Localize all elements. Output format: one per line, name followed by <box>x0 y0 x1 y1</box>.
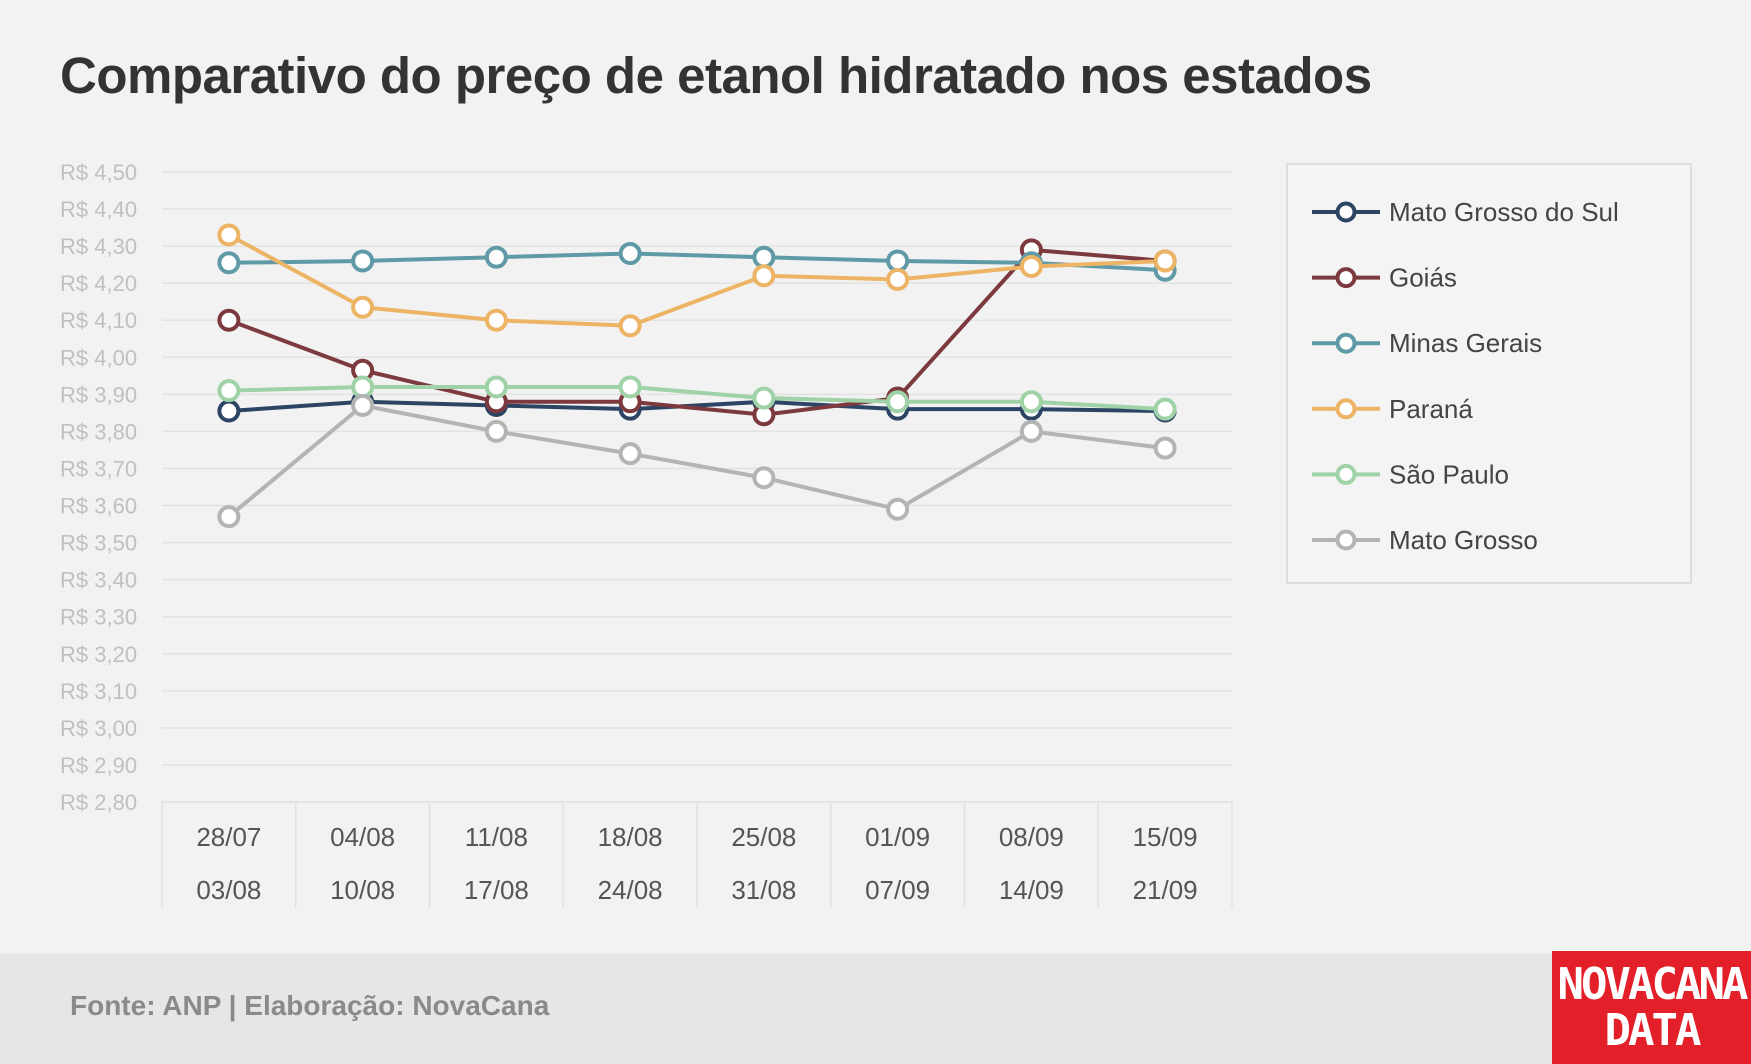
series-line <box>227 233 1166 328</box>
logo-line-2: DATA <box>1604 1004 1702 1056</box>
data-point <box>351 393 375 417</box>
series-line <box>227 403 1166 519</box>
data-point <box>351 295 375 319</box>
legend-swatch-marker <box>1335 529 1357 551</box>
y-tick-label: R$ 3,80 <box>60 419 137 444</box>
data-point <box>1019 390 1043 414</box>
y-tick-label: R$ 3,10 <box>60 679 137 704</box>
data-point <box>618 375 642 399</box>
data-point <box>618 242 642 266</box>
series-line <box>228 247 1166 417</box>
series-line <box>228 399 1166 414</box>
data-point <box>351 375 375 399</box>
legend-swatch-marker <box>1335 332 1357 354</box>
data-point <box>618 442 642 466</box>
legend-label: São Paulo <box>1389 459 1509 489</box>
data-point <box>752 466 776 490</box>
x-tick-label: 28/07 <box>196 822 261 852</box>
y-tick-label: R$ 3,20 <box>60 642 137 667</box>
source-note: Fonte: ANP | Elaboração: NovaCana <box>70 990 550 1021</box>
data-point <box>1019 255 1043 278</box>
data-point <box>217 251 241 275</box>
y-tick-label: R$ 4,40 <box>60 197 137 222</box>
data-point <box>217 308 241 332</box>
data-point <box>1153 397 1177 421</box>
legend-label: Paraná <box>1389 394 1473 424</box>
data-point <box>752 245 776 269</box>
legend-box <box>1286 163 1692 584</box>
chart-title: Comparativo do preço de etanol hidratado… <box>60 47 1372 104</box>
legend-swatch-marker <box>1335 201 1357 223</box>
y-tick-label: R$ 4,30 <box>60 234 137 259</box>
x-tick-label: 11/08 <box>465 822 528 852</box>
data-point <box>217 223 241 247</box>
data-point <box>217 379 241 403</box>
legend-label: Mato Grosso <box>1389 525 1538 555</box>
data-point <box>484 375 508 399</box>
data-point <box>886 267 910 291</box>
series-line <box>228 251 1166 273</box>
logo-line-1: NOVACANA <box>1557 958 1749 1010</box>
data-point <box>752 386 776 410</box>
data-point <box>484 308 508 332</box>
y-tick-label: R$ 3,40 <box>60 568 137 593</box>
legend-swatch-marker <box>1335 398 1357 420</box>
x-tick-label: 17/08 <box>464 875 529 905</box>
x-tick-label: 25/08 <box>731 822 796 852</box>
legend-swatch-marker <box>1335 463 1357 485</box>
y-tick-label: R$ 3,50 <box>60 531 137 556</box>
data-point <box>886 390 910 414</box>
novacana-data-logo: NOVACANA DATA <box>1552 951 1751 1064</box>
data-point <box>484 419 508 443</box>
data-point <box>1019 419 1043 443</box>
x-tick-label: 21/09 <box>1133 875 1198 905</box>
grid-lines <box>162 171 1232 803</box>
x-tick-label: 03/08 <box>196 875 261 905</box>
y-tick-label: R$ 3,90 <box>60 382 137 407</box>
series-line <box>228 384 1166 412</box>
y-tick-label: R$ 3,30 <box>60 605 137 630</box>
data-point <box>1153 249 1177 273</box>
x-tick-label: 15/09 <box>1133 822 1198 852</box>
x-tick-label: 07/09 <box>865 875 930 905</box>
data-point <box>886 249 910 273</box>
y-tick-label: R$ 4,50 <box>60 160 137 185</box>
y-axis: R$ 2,80 R$ 2,90 R$ 3,00 R$ 3,10 R$ 3,20 R$ 3,… <box>60 160 137 815</box>
x-axis: 28/07 03/08 04/08 10/08 11/08 17/08 18/08 24/08… <box>161 801 1233 908</box>
y-tick-label: R$ 3,00 <box>60 716 137 741</box>
x-tick-label: 01/09 <box>865 822 930 852</box>
data-point <box>484 245 508 269</box>
x-tick-label: 24/08 <box>598 875 663 905</box>
y-tick-label: R$ 4,00 <box>60 345 137 370</box>
y-tick-label: R$ 2,90 <box>60 753 137 778</box>
y-tick-label: R$ 2,80 <box>60 790 137 815</box>
x-tick-label: 14/09 <box>999 875 1064 905</box>
x-tick-label: 08/09 <box>999 822 1064 852</box>
data-point <box>217 505 241 529</box>
y-tick-label: R$ 3,70 <box>60 456 137 481</box>
x-tick-label: 18/08 <box>598 822 663 852</box>
footer: Fonte: ANP | Elaboração: NovaCana <box>0 954 1751 1064</box>
legend-label: Minas Gerais <box>1389 328 1542 358</box>
data-point <box>217 399 241 423</box>
x-tick-label: 31/08 <box>731 875 796 905</box>
line-chart: R$ 2,80 R$ 2,90 R$ 3,00 R$ 3,10 R$ 3,20 R$ 3,… <box>60 160 1692 908</box>
legend-label: Goiás <box>1389 263 1457 293</box>
data-point <box>351 249 375 273</box>
series-lines <box>217 223 1177 529</box>
legend: Mato Grosso do Sul Goiás Minas Gerais Paran… <box>1286 163 1692 584</box>
x-tick-label: 04/08 <box>330 822 395 852</box>
data-point <box>1153 436 1177 460</box>
data-point <box>752 264 776 288</box>
data-point <box>886 497 910 521</box>
x-tick-label: 10/08 <box>330 875 395 905</box>
y-tick-label: R$ 4,20 <box>60 271 137 296</box>
y-tick-label: R$ 4,10 <box>60 308 137 333</box>
y-tick-label: R$ 3,60 <box>60 494 137 519</box>
legend-swatch-marker <box>1335 267 1357 289</box>
data-point <box>618 314 642 338</box>
legend-label: Mato Grosso do Sul <box>1389 197 1619 227</box>
